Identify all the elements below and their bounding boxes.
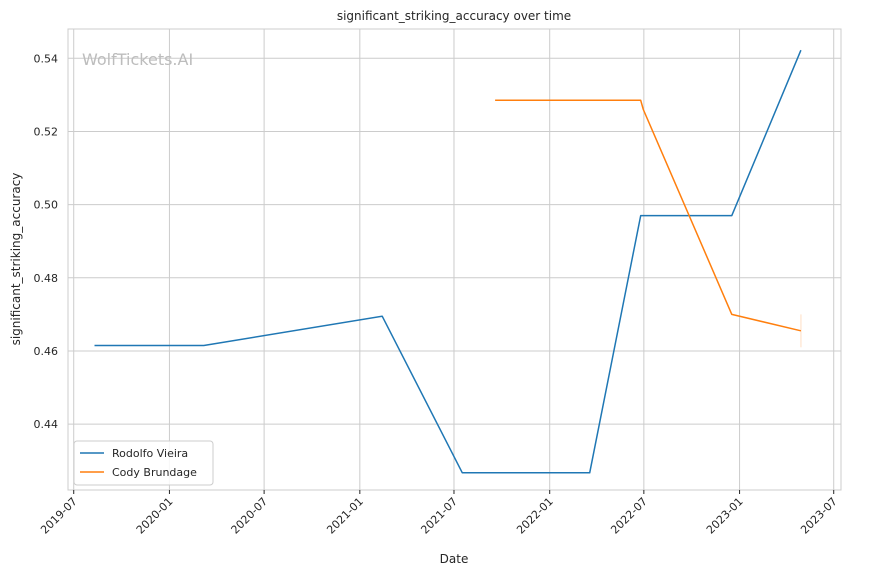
- x-tick-label: 2021-07: [418, 495, 460, 537]
- legend-label-cody-brundage: Cody Brundage: [112, 466, 197, 479]
- x-tick-label: 2023-01: [704, 495, 746, 537]
- x-tick-label: 2019-07: [38, 495, 80, 537]
- y-tick-label: 0.44: [34, 418, 59, 431]
- y-tick-label: 0.48: [34, 272, 59, 285]
- y-axis-label: significant_striking_accuracy: [9, 173, 23, 346]
- x-axis-label: Date: [440, 552, 469, 566]
- chart-title: significant_striking_accuracy over time: [337, 9, 571, 23]
- legend-label-rodolfo-vieira: Rodolfo Vieira: [112, 447, 188, 460]
- y-tick-labels: 0.44 0.46 0.48 0.50 0.52 0.54: [34, 52, 59, 431]
- y-tick-label: 0.52: [34, 125, 59, 138]
- x-tick-label: 2020-07: [229, 495, 271, 537]
- y-tick-label: 0.46: [34, 345, 59, 358]
- x-gridlines: [73, 29, 835, 490]
- series-line-rodolfo-vieira: [94, 49, 802, 474]
- y-tick-label: 0.50: [34, 199, 59, 212]
- watermark: WolfTickets.AI: [82, 50, 193, 69]
- y-tick-label: 0.54: [34, 52, 59, 65]
- y-gridlines: [68, 57, 841, 425]
- plot-background: [68, 29, 841, 490]
- series-layer: [94, 49, 802, 474]
- legend: Rodolfo Vieira Cody Brundage: [73, 440, 214, 486]
- plot-frame: [67, 28, 842, 491]
- x-tick-label: 2023-07: [798, 495, 840, 537]
- series-line-cody-brundage: [495, 99, 802, 332]
- x-tick-label: 2021-01: [324, 495, 366, 537]
- x-tick-label: 2022-01: [514, 495, 556, 537]
- x-tick-labels: 2019-07 2020-01 2020-07 2021-01 2021-07 2022-…: [38, 490, 840, 537]
- x-tick-label: 2020-01: [134, 495, 176, 537]
- legend-box: [73, 440, 214, 486]
- x-tick-label: 2022-07: [608, 495, 650, 537]
